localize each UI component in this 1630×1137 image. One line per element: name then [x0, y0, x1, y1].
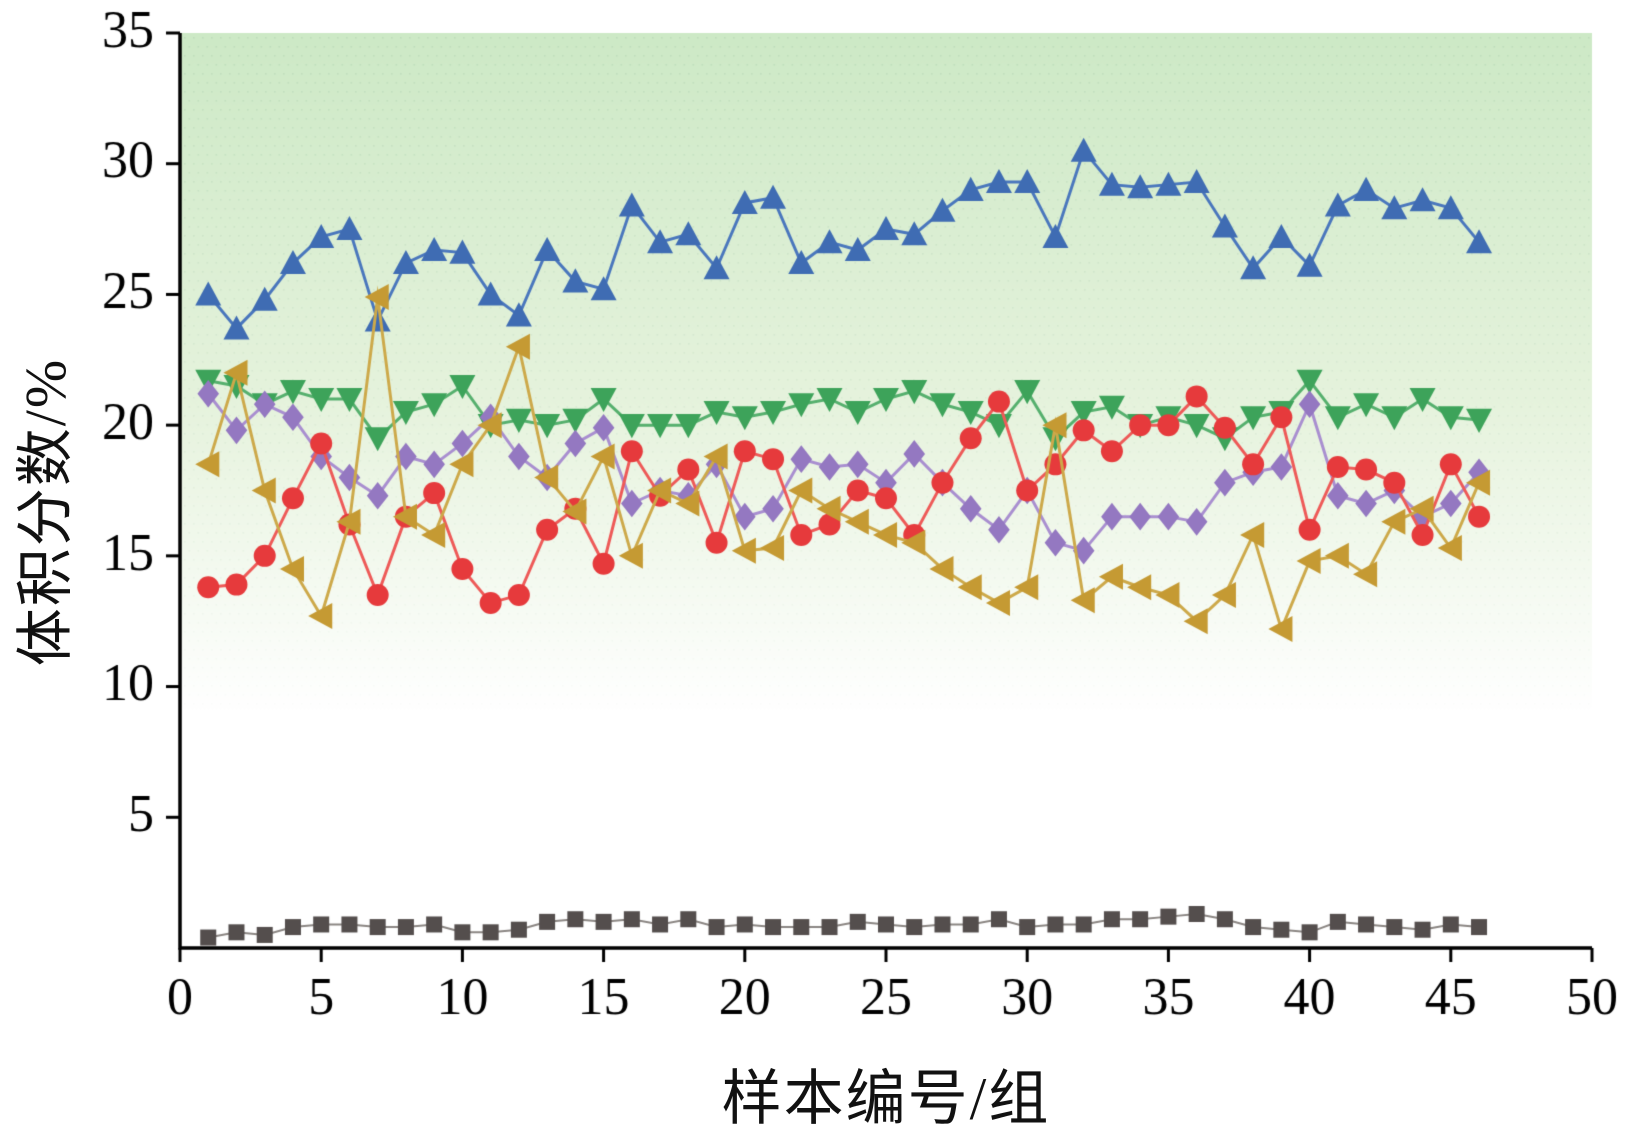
y-axis-label: 体积分数/%: [13, 357, 78, 667]
x-axis-label: 样本编号/组: [721, 1066, 1051, 1132]
